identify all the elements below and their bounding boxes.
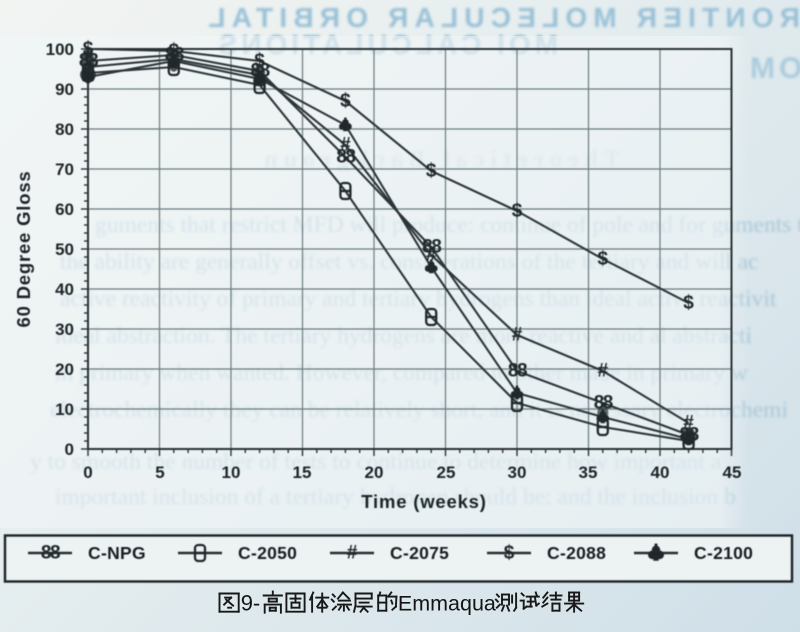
- svg-text:88: 88: [422, 237, 441, 258]
- svg-text:60: 60: [55, 200, 74, 219]
- svg-text:$: $: [254, 51, 265, 72]
- svg-text:C-2075: C-2075: [390, 543, 449, 563]
- svg-text:25: 25: [437, 463, 456, 482]
- svg-text:$: $: [340, 91, 351, 112]
- svg-text:#: #: [83, 57, 94, 78]
- svg-text:88: 88: [508, 361, 527, 382]
- svg-text:C-NPG: C-NPG: [88, 543, 146, 563]
- svg-text:Emmaqua: Emmaqua: [398, 592, 496, 616]
- svg-text:$: $: [169, 41, 180, 62]
- svg-text:0: 0: [83, 463, 92, 482]
- svg-text:88: 88: [41, 543, 60, 564]
- svg-text:$: $: [426, 161, 437, 182]
- svg-text:C-2088: C-2088: [547, 543, 606, 563]
- svg-text:10: 10: [55, 400, 74, 419]
- svg-text:40: 40: [651, 463, 670, 482]
- svg-text:5: 5: [155, 463, 164, 482]
- svg-text:40: 40: [55, 280, 74, 299]
- svg-text:90: 90: [55, 80, 74, 99]
- svg-text:#: #: [512, 325, 523, 346]
- svg-text:50: 50: [55, 240, 74, 259]
- svg-text:9-: 9-: [241, 591, 261, 616]
- svg-text:#: #: [340, 135, 351, 156]
- svg-text:45: 45: [723, 463, 742, 482]
- svg-text:C-2100: C-2100: [694, 543, 753, 563]
- svg-text:$: $: [504, 543, 515, 564]
- svg-text:20: 20: [365, 463, 384, 482]
- svg-text:10: 10: [222, 463, 241, 482]
- svg-text:$: $: [83, 39, 94, 60]
- svg-text:20: 20: [55, 360, 74, 379]
- svg-text:100: 100: [46, 40, 74, 59]
- svg-text:88: 88: [336, 147, 355, 168]
- svg-text:$: $: [598, 249, 609, 270]
- svg-text:88: 88: [251, 61, 270, 82]
- svg-text:35: 35: [579, 463, 598, 482]
- svg-text:C-2050: C-2050: [238, 543, 297, 563]
- svg-text:#: #: [426, 245, 437, 266]
- svg-text:0: 0: [65, 440, 74, 459]
- svg-text:80: 80: [55, 120, 74, 139]
- svg-text:15: 15: [293, 463, 312, 482]
- svg-text:70: 70: [55, 160, 74, 179]
- svg-text:30: 30: [508, 463, 527, 482]
- svg-text:#: #: [598, 361, 609, 382]
- svg-text:30: 30: [55, 320, 74, 339]
- svg-text:Time (weeks): Time (weeks): [361, 491, 486, 512]
- svg-text:#: #: [683, 413, 694, 434]
- svg-text:#: #: [347, 543, 358, 564]
- svg-text:$: $: [683, 293, 694, 314]
- svg-text:88: 88: [594, 393, 613, 414]
- svg-text:60 Degree Gloss: 60 Degree Gloss: [13, 171, 34, 328]
- svg-text:$: $: [512, 201, 523, 222]
